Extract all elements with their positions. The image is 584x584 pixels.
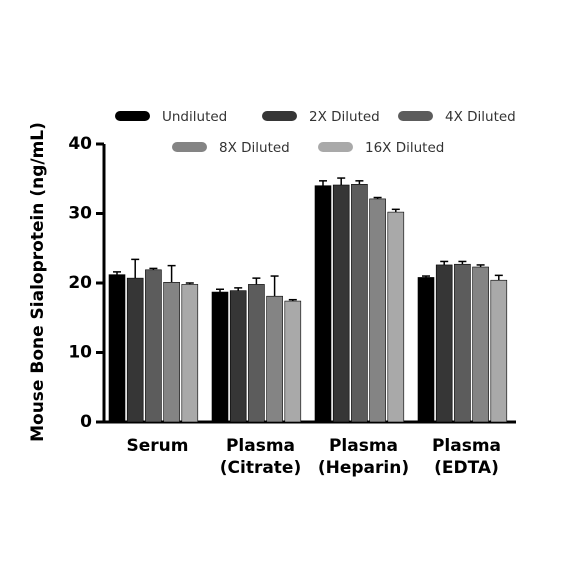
x-tick-label: Plasma xyxy=(226,436,295,456)
legend-swatch xyxy=(318,142,353,152)
y-tick-label: 20 xyxy=(68,273,92,293)
bar xyxy=(472,266,489,423)
legend-swatch xyxy=(398,111,433,121)
legend-label: 16X Diluted xyxy=(365,140,444,156)
bar xyxy=(126,277,144,423)
legend-label: 8X Diluted xyxy=(219,140,290,156)
x-tick-label: (Citrate) xyxy=(220,458,301,478)
bar xyxy=(108,274,126,423)
legend-swatch xyxy=(262,111,297,121)
bar xyxy=(163,282,180,423)
bar xyxy=(387,211,405,423)
x-tick-label: (EDTA) xyxy=(434,458,499,478)
bar xyxy=(248,284,265,423)
x-tick-label: Serum xyxy=(127,436,189,456)
y-tick-label: 40 xyxy=(68,134,92,154)
bar xyxy=(417,277,435,423)
bar xyxy=(351,184,368,423)
legend-swatch xyxy=(115,111,150,121)
bar xyxy=(229,290,247,423)
legend-swatch xyxy=(172,142,207,152)
bar xyxy=(181,284,199,423)
bar xyxy=(369,198,386,423)
x-tick-label: (Heparin) xyxy=(318,458,409,478)
bar xyxy=(435,264,453,423)
bar xyxy=(490,279,508,423)
legend-label: 2X Diluted xyxy=(309,109,380,125)
x-tick-label: Plasma xyxy=(432,436,501,456)
legend-label: 4X Diluted xyxy=(445,109,516,125)
bar xyxy=(332,184,350,423)
bar xyxy=(211,291,229,423)
y-tick-label: 0 xyxy=(80,412,92,432)
bar xyxy=(266,295,283,423)
bar xyxy=(454,263,471,423)
legend-label: Undiluted xyxy=(162,109,227,125)
y-tick-label: 30 xyxy=(68,204,92,224)
bar xyxy=(145,269,162,423)
y-axis-title: Mouse Bone Sialoprotein (ng/mL) xyxy=(28,122,48,442)
bar xyxy=(284,300,302,423)
bar xyxy=(314,185,332,423)
x-tick-label: Plasma xyxy=(329,436,398,456)
y-tick-label: 10 xyxy=(68,343,92,363)
